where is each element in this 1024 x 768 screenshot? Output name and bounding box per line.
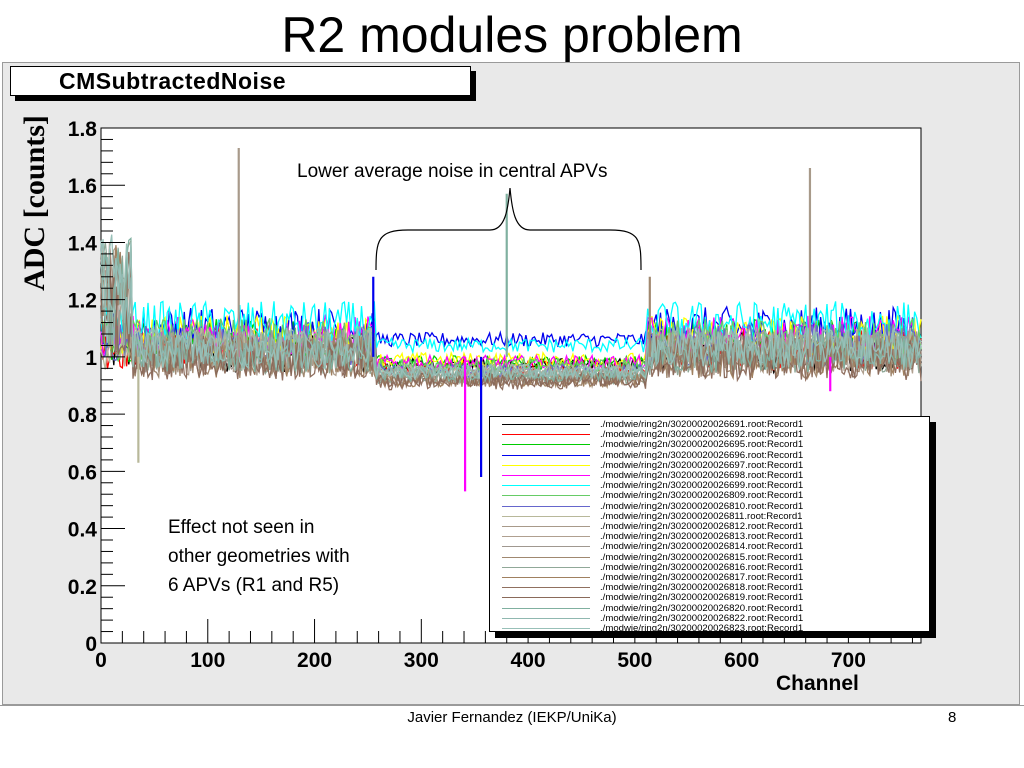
- legend-swatch: [502, 617, 590, 619]
- legend-label: ./modwie/ring2n/30200020026697.root:Reco…: [600, 459, 804, 471]
- legend-item: ./modwie/ring2n/30200020026819.root:Reco…: [490, 592, 929, 604]
- legend-swatch: [502, 536, 590, 538]
- y-axis-label: ADC [counts]: [18, 115, 51, 291]
- central-apv-annotation: Lower average noise in central APVs: [297, 161, 608, 182]
- slide-title: R2 modules problem: [281, 7, 743, 63]
- legend-label: ./modwie/ring2n/30200020026818.root:Reco…: [600, 582, 804, 594]
- y-tick-label: 0.4: [68, 519, 98, 542]
- y-tick-label: 0.8: [68, 404, 98, 427]
- y-tick-label: 1.6: [68, 175, 97, 198]
- legend-swatch: [502, 475, 590, 476]
- legend-label: ./modwie/ring2n/30200020026816.root:Reco…: [600, 561, 804, 573]
- y-tick-label: 1.2: [68, 290, 97, 313]
- y-tick-label: 0.2: [68, 576, 97, 599]
- geometry-note-line: Effect not seen in: [168, 517, 315, 538]
- legend-label: ./modwie/ring2n/30200020026695.root:Reco…: [600, 439, 804, 451]
- legend-item: ./modwie/ring2n/30200020026812.root:Reco…: [490, 521, 929, 532]
- legend-swatch: [502, 505, 590, 507]
- legend-swatch: [502, 434, 590, 436]
- legend-item: ./modwie/ring2n/30200020026695.root:Reco…: [490, 439, 929, 451]
- legend-label: ./modwie/ring2n/30200020026823.root:Reco…: [600, 623, 804, 634]
- legend-swatch: [502, 464, 590, 466]
- legend-item: ./modwie/ring2n/30200020026820.root:Reco…: [490, 602, 929, 614]
- geometry-note: Effect not seen in other geometries with…: [168, 513, 350, 600]
- page-number: 8: [948, 709, 957, 726]
- legend-item: ./modwie/ring2n/30200020026822.root:Reco…: [490, 612, 929, 624]
- y-tick-label: 1.4: [68, 232, 98, 255]
- legend-swatch: [502, 495, 590, 497]
- legend: ./modwie/ring2n/30200020026691.root:Reco…: [489, 416, 930, 634]
- legend-label: ./modwie/ring2n/30200020026699.root:Reco…: [600, 480, 804, 492]
- annotation-brace: [375, 187, 642, 271]
- y-tick-label: 0.6: [68, 461, 97, 484]
- x-tick-label: 200: [297, 649, 332, 672]
- x-tick-label: 300: [404, 649, 439, 672]
- legend-swatch: [502, 424, 590, 425]
- legend-label: ./modwie/ring2n/30200020026696.root:Reco…: [600, 449, 804, 461]
- legend-label: ./modwie/ring2n/30200020026811.root:Reco…: [600, 510, 803, 522]
- x-tick-label: 700: [831, 649, 866, 672]
- geometry-note-line: 6 APVs (R1 and R5): [168, 575, 340, 596]
- legend-label: ./modwie/ring2n/30200020026815.root:Reco…: [600, 551, 804, 563]
- legend-label: ./modwie/ring2n/30200020026822.root:Reco…: [600, 612, 804, 624]
- legend-item: ./modwie/ring2n/30200020026696.root:Reco…: [490, 449, 929, 461]
- x-tick-label: 100: [190, 649, 225, 672]
- geometry-note-line: other geometries with: [168, 546, 350, 567]
- legend-swatch: [502, 454, 590, 456]
- legend-item: ./modwie/ring2n/30200020026691.root:Reco…: [490, 419, 929, 430]
- legend-label: ./modwie/ring2n/30200020026692.root:Reco…: [600, 429, 804, 441]
- legend-item: ./modwie/ring2n/30200020026817.root:Reco…: [490, 572, 929, 583]
- footer-author: Javier Fernandez (IEKP/UniKa): [407, 709, 617, 726]
- legend-label: ./modwie/ring2n/30200020026817.root:Reco…: [600, 572, 804, 583]
- x-tick-label: 0: [95, 649, 107, 672]
- legend-label: ./modwie/ring2n/30200020026698.root:Reco…: [600, 470, 804, 481]
- legend-item: ./modwie/ring2n/30200020026698.root:Reco…: [490, 470, 929, 481]
- legend-item: ./modwie/ring2n/30200020026813.root:Reco…: [490, 531, 929, 543]
- legend-label: ./modwie/ring2n/30200020026814.root:Reco…: [600, 541, 804, 553]
- legend-swatch: [502, 546, 590, 548]
- legend-item: ./modwie/ring2n/30200020026692.root:Reco…: [490, 429, 929, 441]
- x-tick-label: 500: [617, 649, 652, 672]
- legend-item: ./modwie/ring2n/30200020026815.root:Reco…: [490, 551, 929, 563]
- y-axis-label-box: ADC [counts]: [18, 115, 51, 291]
- legend-item: ./modwie/ring2n/30200020026823.root:Reco…: [490, 623, 929, 634]
- footer-divider: [0, 705, 1024, 706]
- legend-swatch: [502, 556, 590, 558]
- legend-swatch: [502, 566, 590, 568]
- x-axis-label: Channel: [776, 672, 859, 695]
- legend-item: ./modwie/ring2n/30200020026699.root:Reco…: [490, 480, 929, 492]
- legend-label: ./modwie/ring2n/30200020026810.root:Reco…: [600, 500, 804, 512]
- legend-item: ./modwie/ring2n/30200020026697.root:Reco…: [490, 459, 929, 471]
- legend-label: ./modwie/ring2n/30200020026809.root:Reco…: [600, 490, 804, 502]
- histogram-title: CMSubtractedNoise: [10, 66, 471, 96]
- legend-swatch: [502, 587, 590, 589]
- legend-item: ./modwie/ring2n/30200020026818.root:Reco…: [490, 582, 929, 594]
- legend-label: ./modwie/ring2n/30200020026820.root:Reco…: [600, 602, 804, 614]
- legend-swatch: [502, 597, 590, 599]
- legend-label: ./modwie/ring2n/30200020026819.root:Reco…: [600, 592, 804, 604]
- legend-item: ./modwie/ring2n/30200020026816.root:Reco…: [490, 561, 929, 573]
- series-line: [100, 247, 922, 387]
- legend-swatch: [502, 444, 590, 446]
- y-tick-label: 1.8: [68, 118, 98, 141]
- legend-label: ./modwie/ring2n/30200020026813.root:Reco…: [600, 531, 804, 543]
- legend-swatch: [502, 485, 590, 487]
- legend-item: ./modwie/ring2n/30200020026809.root:Reco…: [490, 490, 929, 502]
- legend-swatch: [502, 526, 590, 527]
- legend-item: ./modwie/ring2n/30200020026814.root:Reco…: [490, 541, 929, 553]
- legend-swatch: [502, 577, 590, 578]
- y-tick-label: 1: [85, 347, 97, 370]
- legend-swatch: [502, 628, 590, 629]
- legend-swatch: [502, 515, 590, 517]
- y-tick-label: 0: [85, 633, 97, 656]
- x-tick-label: 600: [724, 649, 759, 672]
- legend-swatch: [502, 607, 590, 609]
- x-tick-label: 400: [511, 649, 546, 672]
- legend-item: ./modwie/ring2n/30200020026810.root:Reco…: [490, 500, 929, 512]
- legend-label: ./modwie/ring2n/30200020026691.root:Reco…: [600, 419, 804, 430]
- legend-item: ./modwie/ring2n/30200020026811.root:Reco…: [490, 510, 929, 522]
- legend-label: ./modwie/ring2n/30200020026812.root:Reco…: [600, 521, 804, 532]
